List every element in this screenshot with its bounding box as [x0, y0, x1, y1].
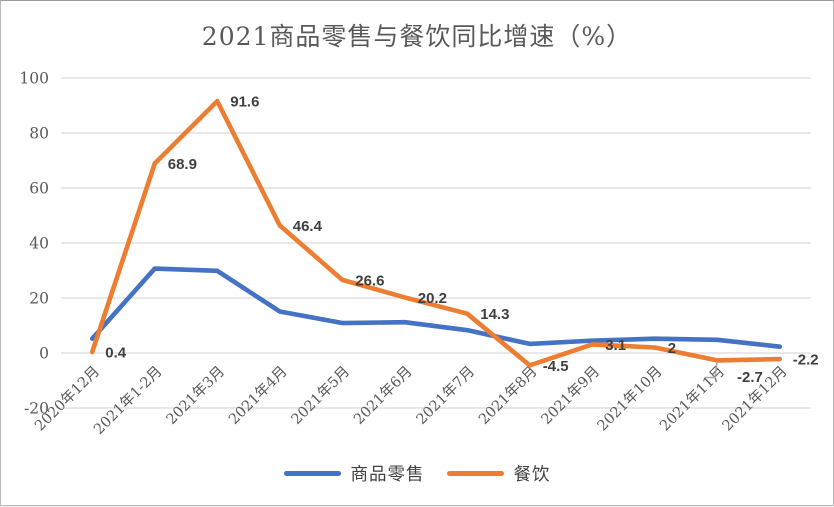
- x-axis-category-label: 2021年11月: [656, 363, 728, 435]
- y-axis-tick-label: 40: [29, 235, 49, 253]
- x-axis-category-label: 2021年4月: [225, 363, 290, 428]
- legend-swatch-retail-goods: [283, 470, 341, 476]
- catering-data-label: 26.6: [355, 272, 384, 289]
- chart-legend: 商品零售 餐饮: [1, 460, 833, 486]
- chart-title: 2021商品零售与餐饮同比增速（%）: [201, 22, 633, 51]
- y-axis-tick-label: 60: [29, 180, 49, 198]
- label-leader-line: [705, 361, 718, 379]
- catering-series-line: [89, 98, 783, 368]
- catering-data-label: -2.7: [737, 369, 763, 386]
- legend-swatch-catering: [446, 470, 504, 476]
- y-axis-tick-label: 20: [29, 290, 49, 308]
- y-axis-tick-label: -20: [24, 400, 49, 418]
- catering-data-label: 68.9: [168, 156, 197, 173]
- catering-data-label: 91.6: [230, 94, 259, 111]
- catering-data-label: 0.4: [105, 344, 127, 361]
- x-axis-category-label: 2021年5月: [288, 363, 353, 428]
- x-axis-category-label: 2021年7月: [413, 363, 478, 428]
- x-axis-category-label: 2021年10月: [594, 363, 666, 435]
- y-axis-tick-label: 0: [39, 345, 49, 363]
- x-axis-category-label: 2021年3月: [163, 363, 228, 428]
- x-axis-category-label: 2021年6月: [350, 363, 415, 428]
- catering-data-label: 2: [668, 340, 676, 357]
- retail-goods-series-line: [89, 266, 783, 349]
- catering-data-label: 20.2: [418, 290, 447, 307]
- catering-data-label: -2.2: [793, 352, 819, 369]
- catering-data-label: 3.1: [605, 337, 626, 354]
- x-axis-category-label: 2021年8月: [475, 363, 540, 428]
- legend-item-catering: 餐饮: [446, 461, 551, 486]
- legend-item-retail-goods: 商品零售: [283, 461, 425, 486]
- catering-data-label: -4.5: [543, 358, 569, 375]
- y-axis-tick-label: 100: [19, 70, 49, 88]
- legend-label-catering: 餐饮: [513, 464, 551, 485]
- catering-data-label: 14.3: [480, 306, 509, 323]
- y-axis-tick-label: 80: [29, 125, 49, 143]
- legend-label-retail-goods: 商品零售: [350, 464, 425, 485]
- catering-data-label: 46.4: [293, 218, 323, 235]
